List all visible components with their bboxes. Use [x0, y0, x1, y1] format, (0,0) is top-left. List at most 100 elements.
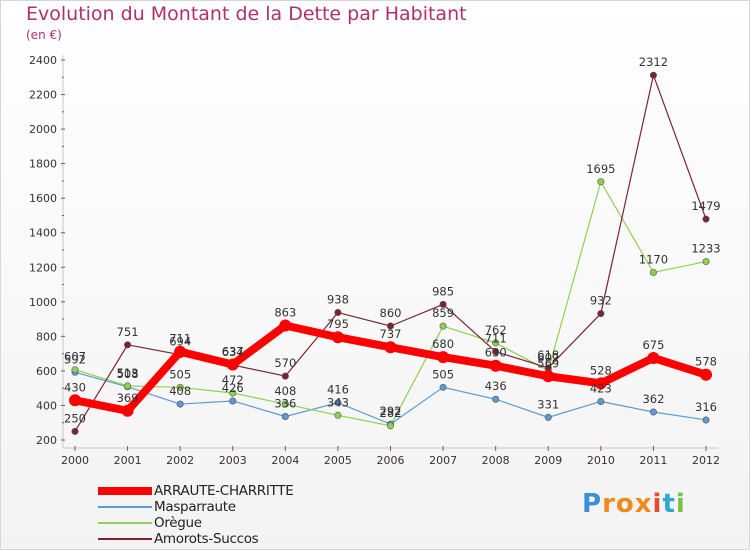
legend-label: Masparraute: [154, 499, 236, 515]
data-label: 505: [432, 367, 454, 381]
data-point: [649, 408, 657, 416]
data-label: 362: [642, 392, 664, 406]
x-tick-label: 2006: [377, 454, 405, 467]
data-label: 680: [432, 337, 454, 351]
y-tick-label: 800: [36, 330, 57, 343]
data-label: 607: [64, 350, 86, 364]
data-label: 675: [642, 338, 664, 352]
data-point: [71, 427, 79, 435]
x-tick-label: 2004: [271, 454, 299, 467]
data-label: 932: [590, 294, 612, 308]
data-point: [331, 331, 344, 344]
data-point: [597, 310, 605, 318]
y-tick-label: 1600: [29, 192, 57, 205]
x-tick-label: 2005: [324, 454, 352, 467]
data-point: [649, 71, 657, 79]
data-label: 2312: [639, 55, 668, 69]
data-label: 762: [485, 323, 507, 337]
data-point: [124, 382, 132, 390]
data-point: [649, 268, 657, 276]
data-point: [492, 395, 500, 403]
data-label: 711: [485, 332, 507, 346]
data-label: 508: [117, 367, 139, 381]
y-tick-label: 1200: [29, 261, 57, 274]
data-label: 1170: [639, 252, 668, 266]
data-point: [386, 322, 394, 330]
data-label: 343: [327, 395, 349, 409]
data-point: [71, 366, 79, 374]
legend-label: ARRAUTE-CHARRITTE: [154, 483, 294, 499]
data-label: 860: [380, 306, 402, 320]
data-label: 795: [327, 317, 349, 331]
proxiti-logo: Proxiti: [582, 489, 686, 519]
data-label: 331: [537, 397, 559, 411]
logo-letter: i: [675, 489, 686, 519]
x-tick-label: 2009: [534, 454, 562, 467]
data-point: [542, 370, 555, 383]
series-data-labels: 430 369 711 637 863 795 737 680 630 569 528 675 578 5…: [64, 55, 721, 425]
x-tick-label: 2000: [61, 454, 89, 467]
data-point: [700, 368, 712, 381]
data-label: 1479: [691, 199, 720, 213]
data-label: 602: [537, 351, 559, 365]
data-point: [702, 258, 710, 266]
data-label: 472: [222, 373, 244, 387]
legend-swatch: [98, 522, 152, 524]
data-label: 938: [327, 293, 349, 307]
y-tick-label: 2000: [29, 123, 57, 136]
data-point: [121, 404, 134, 417]
data-label: 436: [485, 379, 507, 393]
data-point: [437, 351, 450, 364]
data-point: [281, 413, 289, 421]
data-point: [176, 383, 184, 391]
data-label: 637: [222, 345, 244, 359]
data-point: [702, 416, 710, 424]
data-point: [439, 383, 447, 391]
data-point: [647, 351, 660, 364]
data-point: [597, 397, 605, 405]
data-point: [174, 345, 187, 358]
data-label: 316: [695, 400, 717, 414]
data-label: 711: [169, 332, 191, 346]
data-label: 592: [64, 352, 86, 366]
y-tick-label: 600: [36, 365, 57, 378]
data-point: [492, 339, 500, 347]
data-label: 618: [537, 348, 559, 362]
logo-letter: r: [602, 489, 616, 519]
data-label: 570: [274, 356, 296, 370]
data-point: [439, 300, 447, 308]
chart-axes: 200 400 600 800 1000 1200 1400 1600 1800 2000 2200…: [29, 54, 720, 467]
data-label: 1233: [691, 242, 720, 256]
y-tick-label: 200: [36, 434, 57, 447]
data-label: 282: [380, 406, 402, 420]
data-label: 737: [380, 327, 402, 341]
logo-letter: x: [634, 489, 653, 519]
data-label: 634: [222, 345, 244, 359]
data-point: [702, 215, 710, 223]
series-points: [69, 71, 712, 435]
data-point: [124, 341, 132, 349]
data-label: 859: [432, 306, 454, 320]
data-point: [229, 389, 237, 397]
data-label: 630: [485, 346, 507, 360]
data-point: [281, 372, 289, 380]
x-tick-label: 2007: [429, 454, 457, 467]
data-label: 369: [117, 391, 139, 405]
data-point: [334, 309, 342, 317]
x-tick-label: 2001: [114, 454, 142, 467]
logo-letter: P: [582, 489, 603, 519]
data-point: [489, 359, 502, 372]
data-label: 505: [169, 367, 191, 381]
x-tick-label: 2003: [219, 454, 247, 467]
legend-swatch: [98, 538, 152, 540]
chart-subtitle: (en €): [26, 28, 62, 42]
data-label: 423: [590, 381, 612, 395]
data-label: 751: [117, 325, 139, 339]
data-label: 513: [117, 366, 139, 380]
y-tick-label: 1800: [29, 158, 57, 171]
x-tick-label: 2012: [692, 454, 720, 467]
data-label: 292: [380, 404, 402, 418]
data-point: [544, 413, 552, 421]
data-point: [334, 411, 342, 419]
